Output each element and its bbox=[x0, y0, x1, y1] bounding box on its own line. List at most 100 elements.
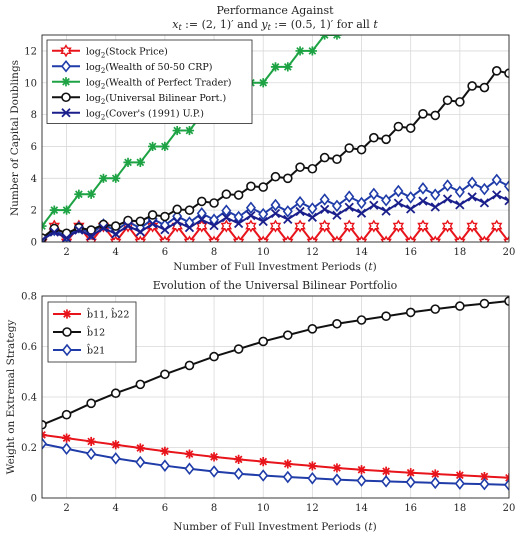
capital-doublings-chart: Performance Against xt := (2, 1)′ and yt… bbox=[9, 4, 515, 273]
data-point bbox=[246, 210, 256, 221]
y-tick-label: 2 bbox=[31, 206, 37, 217]
legend-entry: log2(Cover's (1991) U.P.) bbox=[52, 108, 204, 121]
data-point bbox=[331, 473, 342, 486]
x-tick-label: 14 bbox=[355, 247, 368, 258]
data-point bbox=[380, 235, 392, 242]
legend-marker bbox=[60, 44, 72, 58]
data-point bbox=[233, 218, 244, 229]
data-point bbox=[209, 351, 219, 362]
data-point bbox=[282, 470, 293, 484]
data-point bbox=[455, 97, 465, 107]
data-point bbox=[74, 225, 84, 235]
data-point bbox=[209, 198, 219, 208]
data-point bbox=[123, 221, 133, 231]
series-circle bbox=[42, 296, 509, 430]
data-point bbox=[307, 163, 318, 174]
legend-label: log2(Universal Bilinear Port.) bbox=[86, 93, 226, 106]
data-point bbox=[393, 184, 404, 198]
x-tick-label: 6 bbox=[162, 247, 168, 258]
y-tick-label: 12 bbox=[24, 46, 37, 57]
data-point bbox=[418, 196, 428, 206]
data-point bbox=[49, 205, 59, 215]
data-point bbox=[392, 219, 405, 233]
data-point bbox=[430, 469, 440, 479]
data-point bbox=[491, 66, 502, 76]
data-point bbox=[61, 233, 72, 242]
y-tick-label: 0 bbox=[31, 238, 37, 249]
data-point bbox=[503, 235, 509, 242]
data-point bbox=[86, 436, 96, 447]
data-point bbox=[209, 220, 219, 231]
data-point bbox=[258, 336, 269, 347]
data-point bbox=[307, 46, 317, 56]
data-point bbox=[381, 466, 391, 476]
y-tick-label: 10 bbox=[24, 78, 37, 89]
data-point bbox=[503, 179, 509, 193]
chart-title-bottom: Evolution of the Universal Bilinear Port… bbox=[153, 279, 398, 292]
data-point bbox=[441, 219, 454, 233]
x-tick-label: 10 bbox=[257, 503, 270, 514]
y-tick-label: 0.6 bbox=[21, 342, 37, 353]
data-point bbox=[61, 433, 72, 443]
data-point bbox=[245, 219, 257, 233]
data-point bbox=[61, 205, 72, 215]
data-point bbox=[160, 369, 170, 380]
data-point bbox=[429, 235, 441, 242]
data-point bbox=[86, 189, 96, 199]
data-point bbox=[61, 409, 72, 420]
data-point bbox=[258, 469, 269, 482]
data-point bbox=[331, 235, 343, 242]
series-circle bbox=[42, 66, 509, 242]
chart-title-top: Performance Against bbox=[216, 4, 334, 17]
data-point bbox=[295, 162, 305, 172]
legend-label: b̂21 bbox=[87, 343, 105, 356]
data-point bbox=[135, 157, 145, 167]
data-point bbox=[417, 219, 429, 233]
data-point bbox=[110, 388, 121, 399]
x-tick-label: 10 bbox=[257, 247, 270, 258]
data-point bbox=[283, 62, 293, 72]
legend-marker bbox=[61, 343, 73, 357]
data-point bbox=[147, 219, 158, 229]
data-point bbox=[184, 223, 195, 233]
plot-frame-bottom bbox=[41, 295, 510, 499]
data-point bbox=[233, 210, 244, 224]
data-point bbox=[183, 235, 196, 242]
data-point bbox=[269, 219, 282, 233]
data-point bbox=[221, 213, 231, 223]
data-point bbox=[148, 141, 158, 152]
x-tick-label: 6 bbox=[162, 503, 168, 514]
data-point bbox=[159, 235, 171, 242]
data-point bbox=[404, 235, 417, 242]
data-point bbox=[184, 449, 195, 459]
data-point bbox=[110, 452, 121, 465]
x-axis-label-bottom: Number of Full Investment Periods (t) bbox=[173, 521, 376, 533]
x-tick-label: 18 bbox=[453, 503, 466, 514]
data-point bbox=[282, 173, 293, 184]
data-point bbox=[184, 205, 195, 215]
data-point bbox=[467, 176, 478, 190]
data-point bbox=[479, 298, 490, 309]
legend-entry: b̂11, b̂22 bbox=[53, 307, 129, 321]
data-point bbox=[270, 62, 281, 72]
tick-labels-top: 2 4 6 8 10 12 14 16 18 20 0 2 4 6 8 10 12 bbox=[24, 46, 515, 258]
legend-entry: log2(Wealth of Perfect Trader) bbox=[52, 77, 231, 90]
data-point bbox=[246, 181, 256, 192]
data-point bbox=[418, 109, 428, 119]
data-point bbox=[295, 46, 305, 56]
data-point bbox=[196, 196, 207, 207]
data-point bbox=[331, 199, 342, 213]
data-point bbox=[184, 125, 195, 136]
data-point bbox=[160, 211, 170, 222]
data-point bbox=[307, 212, 318, 222]
legend-marker bbox=[61, 92, 71, 103]
x-tick-label: 20 bbox=[503, 503, 516, 514]
data-point bbox=[307, 472, 318, 485]
data-point bbox=[221, 204, 232, 217]
data-point bbox=[258, 78, 268, 88]
data-point bbox=[111, 173, 121, 183]
data-point bbox=[318, 219, 331, 233]
data-point bbox=[172, 217, 182, 227]
data-point bbox=[381, 475, 392, 488]
data-point bbox=[209, 465, 220, 478]
